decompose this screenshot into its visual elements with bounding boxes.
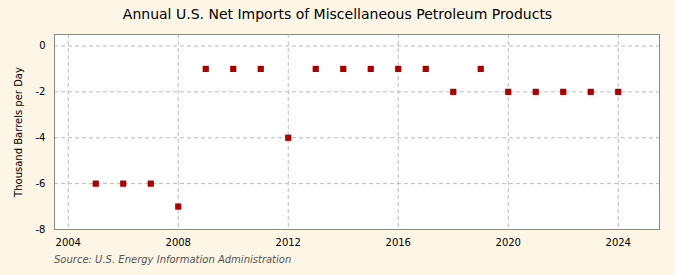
- svg-text:2020: 2020: [496, 237, 521, 248]
- svg-text:0: 0: [39, 40, 45, 51]
- svg-text:-4: -4: [36, 132, 46, 143]
- svg-text:Thousand Barrels per Day: Thousand Barrels per Day: [13, 67, 24, 198]
- svg-text:2024: 2024: [606, 237, 631, 248]
- html-text:Annual U.S. Net Imports of Mis: Annual U.S. Net Imports of Miscellaneous…: [122, 6, 553, 22]
- svg-text:2008: 2008: [166, 237, 191, 248]
- svg-text:2016: 2016: [386, 237, 411, 248]
- svg-text:-2: -2: [36, 86, 46, 97]
- svg-text:2012: 2012: [276, 237, 301, 248]
- html-text:Source: U.S. Energy Informatio: Source: U.S. Energy Information Administ…: [54, 254, 292, 265]
- svg-text:-8: -8: [36, 224, 46, 235]
- svg-text:-6: -6: [36, 178, 46, 189]
- svg-text:2004: 2004: [56, 237, 81, 248]
